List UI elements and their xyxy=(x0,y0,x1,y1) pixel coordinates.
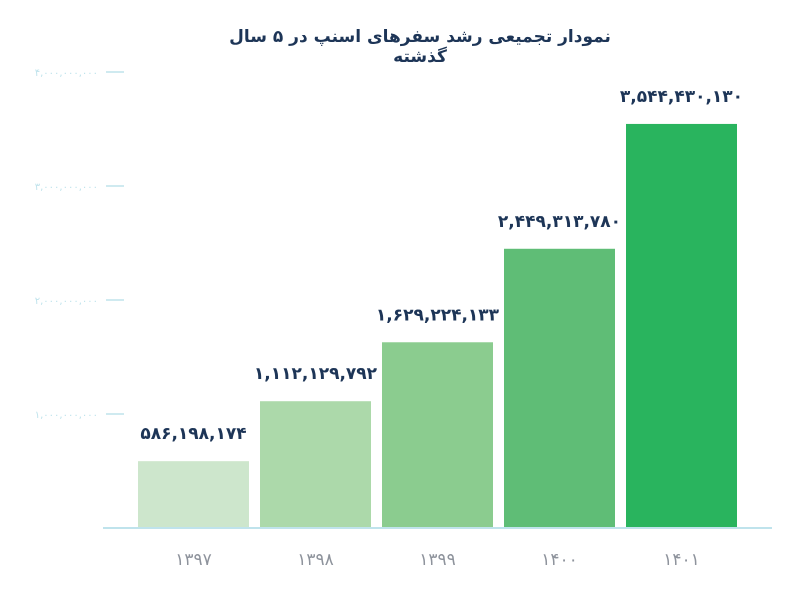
value-label-4: ۳,۵۴۴,۴۳۰,۱۳۰ xyxy=(620,87,743,107)
bar-3 xyxy=(504,248,615,528)
category-label-2: ۱۳۹۹ xyxy=(419,550,456,570)
category-label-1: ۱۳۹۸ xyxy=(297,550,334,570)
y-tick-label: ۱,۰۰۰,۰۰۰,۰۰۰ xyxy=(35,410,98,421)
y-axis-ticks: ۱,۰۰۰,۰۰۰,۰۰۰ ۲,۰۰۰,۰۰۰,۰۰۰ ۳,۰۰۰,۰۰۰,۰۰۰ ۴… xyxy=(35,68,124,421)
category-label-3: ۱۴۰۰ xyxy=(541,550,578,570)
y-tick-label: ۳,۰۰۰,۰۰۰,۰۰۰ xyxy=(35,182,98,193)
category-labels: ۱۳۹۷ ۱۳۹۸ ۱۳۹۹ ۱۴۰۰ ۱۴۰۱ xyxy=(175,550,700,570)
value-label-0: ۵۸۶,۱۹۸,۱۷۴ xyxy=(140,424,246,444)
value-label-1: ۱,۱۱۲,۱۲۹,۷۹۲ xyxy=(254,364,378,384)
value-label-3: ۲,۴۴۹,۳۱۳,۷۸۰ xyxy=(498,212,621,232)
chart-title: نمودار تجمیعی رشد سفرهای اسنپ در ۵ سال گ… xyxy=(229,27,611,67)
value-labels: ۵۸۶,۱۹۸,۱۷۴ ۱,۱۱۲,۱۲۹,۷۹۲ ۱,۶۲۹,۲۲۴,۱۳۳ ۲,۴… xyxy=(140,87,743,444)
category-label-4: ۱۴۰۱ xyxy=(663,550,700,570)
bars xyxy=(138,123,737,528)
bar-4 xyxy=(626,123,737,528)
category-label-0: ۱۳۹۷ xyxy=(175,550,212,570)
bar-0 xyxy=(138,461,249,528)
bar-1 xyxy=(260,401,371,528)
y-tick-label: ۴,۰۰۰,۰۰۰,۰۰۰ xyxy=(35,68,98,79)
value-label-2: ۱,۶۲۹,۲۲۴,۱۳۳ xyxy=(376,305,500,325)
bar-2 xyxy=(382,342,493,528)
y-tick-label: ۲,۰۰۰,۰۰۰,۰۰۰ xyxy=(35,296,98,307)
